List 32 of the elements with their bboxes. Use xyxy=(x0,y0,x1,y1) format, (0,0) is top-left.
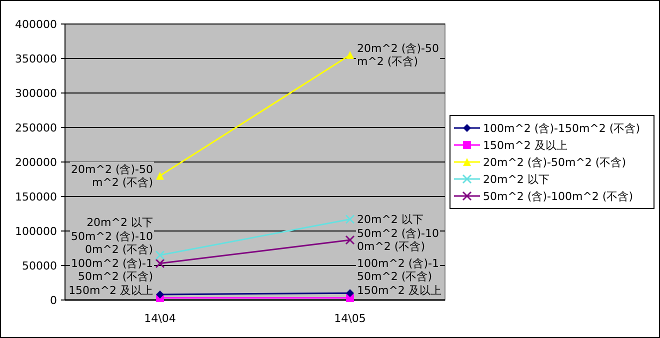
y-tick-label: 50000 xyxy=(22,260,57,272)
y-tick-label: 350000 xyxy=(15,52,57,66)
annotation: 20m^2 (含)-50m^2 (不含) xyxy=(357,42,439,68)
y-tick-label: 400000 xyxy=(15,18,57,31)
annotation: 50m^2 (含)-100m^2 (不含) xyxy=(357,226,439,253)
legend-label: 150m^2 及以上 xyxy=(483,139,568,152)
point xyxy=(156,290,164,298)
point xyxy=(155,258,165,268)
x-tick-label: 14\04 xyxy=(144,312,176,325)
y-tick-label: 200000 xyxy=(15,156,57,169)
legend-label: 20m^2 (含)-50m^2 (不含) xyxy=(483,156,626,169)
annotation: 100m^2 (含)-150m^2 (不含) xyxy=(357,257,439,283)
y-tick-label: 250000 xyxy=(15,122,57,134)
y-tick-label: 150000 xyxy=(15,190,57,204)
legend-label: 20m^2 以下 xyxy=(483,173,550,186)
point xyxy=(346,289,354,298)
y-tick-label: 100000 xyxy=(15,225,57,238)
annotation: 50m^2 (含)-100m^2 (不含) xyxy=(71,230,153,256)
y-tick-label: 0 xyxy=(50,294,57,307)
point xyxy=(345,214,355,224)
x-tick-label: 14\05 xyxy=(334,312,366,325)
legend-label: 50m^2 (含)-100m^2 (不含) xyxy=(483,190,633,203)
annotation: 100m^2 (含)-150m^2 (不含) xyxy=(71,257,153,283)
y-tick-label: 300000 xyxy=(15,87,57,100)
annotation: 20m^2 以下 xyxy=(357,212,424,226)
annotation: 150m^2 及以上 xyxy=(68,284,153,297)
annotation: 150m^2 及以上 xyxy=(357,284,442,297)
annotation: 20m^2 以下 xyxy=(86,216,153,229)
legend-label: 100m^2 (含)-150m^2 (不含) xyxy=(483,122,640,135)
point xyxy=(345,235,355,245)
annotation: 20m^2 (含)-50m^2 (不含) xyxy=(71,162,153,189)
point xyxy=(155,250,165,260)
